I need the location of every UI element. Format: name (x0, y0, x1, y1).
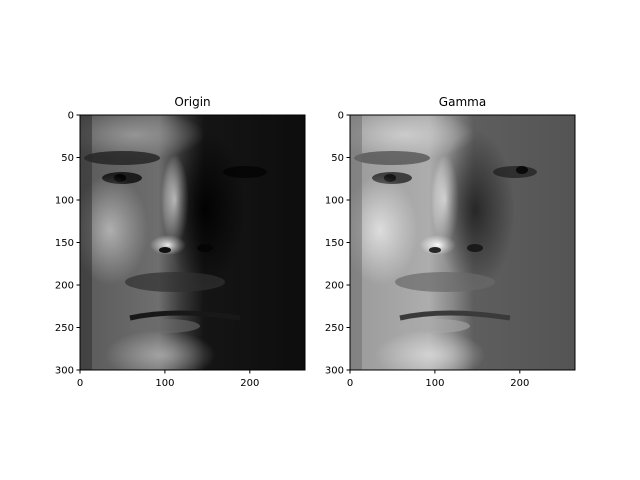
origin-title: Origin (174, 95, 210, 109)
gamma-y-tick-label: 250 (325, 323, 344, 334)
gamma-y-tick-label: 200 (325, 281, 344, 292)
origin-y-tick-label: 300 (55, 366, 74, 377)
gamma-y-tick-label: 150 (325, 238, 344, 249)
origin-y-tick-label: 200 (55, 281, 74, 292)
origin-y-tick-label: 150 (55, 238, 74, 249)
gamma-panel: Gamma 0 100 200 0 50 100 150 200 250 300 (325, 95, 576, 390)
gamma-y-tick-label: 100 (325, 196, 344, 207)
origin-y-tick-label: 50 (61, 153, 74, 164)
origin-axes: 0 100 200 0 50 100 150 200 250 300 (55, 111, 259, 390)
gamma-face-image (350, 115, 575, 370)
origin-x-tick-label: 100 (155, 378, 174, 389)
gamma-title: Gamma (439, 95, 486, 109)
origin-y-tick-label: 250 (55, 323, 74, 334)
gamma-axes: 0 100 200 0 50 100 150 200 250 300 (325, 111, 529, 390)
origin-face-image (80, 115, 305, 370)
origin-panel: Origin (55, 95, 306, 390)
origin-x-tick-label: 0 (77, 378, 83, 389)
origin-y-tick-label: 100 (55, 196, 74, 207)
gamma-y-tick-label: 0 (338, 111, 344, 122)
gamma-x-tick-label: 200 (510, 378, 529, 389)
origin-x-tick-label: 200 (240, 378, 259, 389)
gamma-y-tick-label: 50 (331, 153, 344, 164)
gamma-y-tick-label: 300 (325, 366, 344, 377)
gamma-x-tick-label: 100 (425, 378, 444, 389)
gamma-x-tick-label: 0 (347, 378, 353, 389)
origin-y-tick-label: 0 (68, 111, 74, 122)
